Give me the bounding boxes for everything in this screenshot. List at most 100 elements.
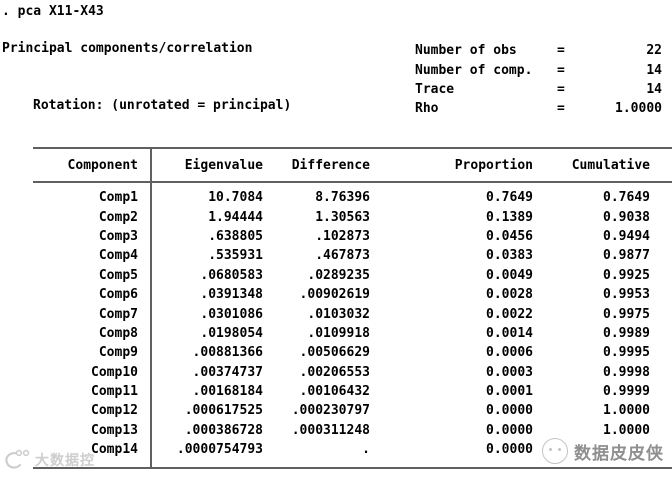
cell-cumulative: 0.9975	[603, 306, 650, 322]
cell-cumulative: 0.9989	[603, 325, 650, 341]
cell-eigenvalue: 10.7084	[208, 190, 263, 206]
stat-row-trace: Trace = 14	[415, 80, 662, 99]
cell-cumulative: 0.9494	[603, 228, 650, 244]
table-row: Comp1 10.7084 8.76396 0.7649 0.7649	[33, 188, 672, 207]
cell-eigenvalue: .00168184	[192, 384, 263, 400]
cell-cumulative: 0.9877	[603, 248, 650, 264]
table-row: Comp11 .00168184 .00106432 0.0001 0.9999	[33, 382, 672, 401]
cell-cumulative: 0.9038	[603, 209, 650, 225]
stat-label: Trace	[415, 81, 455, 97]
table-row: Comp4 .535931 .467873 0.0383 0.9877	[33, 246, 672, 265]
cell-component: Comp10	[91, 364, 138, 380]
cell-cumulative: 0.9925	[603, 267, 650, 283]
table-row: Comp8 .0198054 .0109918 0.0014 0.9989	[33, 324, 672, 343]
cell-proportion: 0.7649	[486, 190, 533, 206]
cell-component: Comp9	[98, 345, 138, 361]
pca-results-table: Component Eigenvalue Difference Proporti…	[33, 147, 672, 469]
cell-component: Comp8	[98, 325, 138, 341]
table-row: Comp14 .0000754793. 0.0000	[33, 440, 672, 459]
watermark-right-text: 数据皮皮侠	[574, 443, 664, 464]
stat-value: 14	[646, 62, 662, 78]
cell-proportion: 0.0000	[486, 403, 533, 419]
cell-proportion: 0.1389	[486, 209, 533, 225]
column-header-component: Component	[67, 157, 138, 173]
cell-eigenvalue: .0301086	[200, 306, 263, 322]
column-header-cumulative: Cumulative	[571, 157, 650, 173]
cell-component: Comp1	[98, 190, 138, 206]
cell-eigenvalue: .0391348	[200, 287, 263, 303]
stat-row-rho: Rho = 1.0000	[415, 99, 662, 118]
cell-eigenvalue: .0198054	[200, 325, 263, 341]
cell-eigenvalue: .00881366	[192, 345, 263, 361]
cell-difference: .102873	[315, 228, 370, 244]
table-row: Comp10 .00374737 .00206553 0.0003 0.9998	[33, 363, 672, 382]
stat-row-number-of-obs: Number of obs = 22	[415, 41, 662, 60]
table-row: Comp9 .00881366 .00506629 0.0006 0.9995	[33, 343, 672, 362]
column-header-difference: Difference	[291, 157, 370, 173]
stat-label: Number of comp.	[415, 62, 533, 78]
cell-proportion: 0.0028	[486, 287, 533, 303]
cell-component: Comp12	[91, 403, 138, 419]
cell-eigenvalue: .0000754793	[176, 442, 263, 458]
cell-difference: .00902619	[299, 287, 370, 303]
rotation-line: Rotation: (unrotated = principal)	[33, 98, 292, 113]
shrimp-logo-icon	[5, 449, 30, 469]
cell-proportion: 0.0003	[486, 364, 533, 380]
cell-component: Comp2	[98, 209, 138, 225]
stat-value: 1.0000	[615, 101, 662, 117]
cell-component: Comp4	[98, 248, 138, 264]
stat-label: Rho	[415, 101, 439, 117]
cell-cumulative: 0.7649	[603, 190, 650, 206]
output-title: Principal components/correlation	[2, 41, 253, 56]
cell-difference: .0289235	[307, 267, 370, 283]
cell-eigenvalue: .0680583	[200, 267, 263, 283]
cell-eigenvalue: .638805	[208, 228, 263, 244]
cell-component: Comp5	[98, 267, 138, 283]
table-row: Comp2 1.94444 1.30563 0.1389 0.9038	[33, 207, 672, 226]
cell-proportion: 0.0049	[486, 267, 533, 283]
cell-cumulative: 1.0000	[603, 403, 650, 419]
table-row: Comp7 .0301086 .0103032 0.0022 0.9975	[33, 304, 672, 323]
cell-proportion: 0.0001	[486, 384, 533, 400]
cell-proportion: 0.0383	[486, 248, 533, 264]
cell-difference: .000230797	[291, 403, 370, 419]
cell-cumulative: 1.0000	[603, 422, 650, 438]
cell-difference: .0109918	[307, 325, 370, 341]
table-row: Comp13 .000386728 .000311248 0.0000 1.0000	[33, 421, 672, 440]
cell-eigenvalue: 1.94444	[208, 209, 263, 225]
mascot-circle-icon	[542, 438, 568, 464]
cell-difference: .	[362, 442, 370, 458]
equals-sign: =	[557, 101, 565, 117]
cell-difference: .00106432	[299, 384, 370, 400]
cell-component: Comp7	[98, 306, 138, 322]
command-line: . pca X11-X43	[2, 4, 104, 19]
cell-component: Comp6	[98, 287, 138, 303]
table-body: Comp1 10.7084 8.76396 0.7649 0.7649 Comp2 1.94…	[33, 183, 672, 459]
stat-value: 22	[646, 43, 662, 59]
equals-sign: =	[557, 43, 565, 59]
cell-cumulative: 0.9995	[603, 345, 650, 361]
cell-difference: 8.76396	[315, 190, 370, 206]
cell-proportion: 0.0000	[486, 442, 533, 458]
stat-value: 14	[646, 81, 662, 97]
stat-label: Number of obs	[415, 43, 517, 59]
equals-sign: =	[557, 62, 565, 78]
cell-difference: .000311248	[291, 422, 370, 438]
cell-eigenvalue: .00374737	[192, 364, 263, 380]
cell-eigenvalue: .000617525	[184, 403, 263, 419]
cell-proportion: 0.0456	[486, 228, 533, 244]
cell-component: Comp14	[91, 442, 138, 458]
column-header-eigenvalue: Eigenvalue	[184, 157, 263, 173]
cell-difference: .00506629	[299, 345, 370, 361]
cell-proportion: 0.0014	[486, 325, 533, 341]
table-header-row: Component Eigenvalue Difference Proporti…	[33, 149, 672, 183]
cell-cumulative: 0.9999	[603, 384, 650, 400]
table-row: Comp6 .0391348 .00902619 0.0028 0.9953	[33, 285, 672, 304]
cell-proportion: 0.0000	[486, 422, 533, 438]
cell-difference: .0103032	[307, 306, 370, 322]
cell-proportion: 0.0006	[486, 345, 533, 361]
table-row: Comp3 .638805 .102873 0.0456 0.9494	[33, 227, 672, 246]
cell-component: Comp11	[91, 384, 138, 400]
watermark-left: 大数据控	[2, 449, 95, 471]
